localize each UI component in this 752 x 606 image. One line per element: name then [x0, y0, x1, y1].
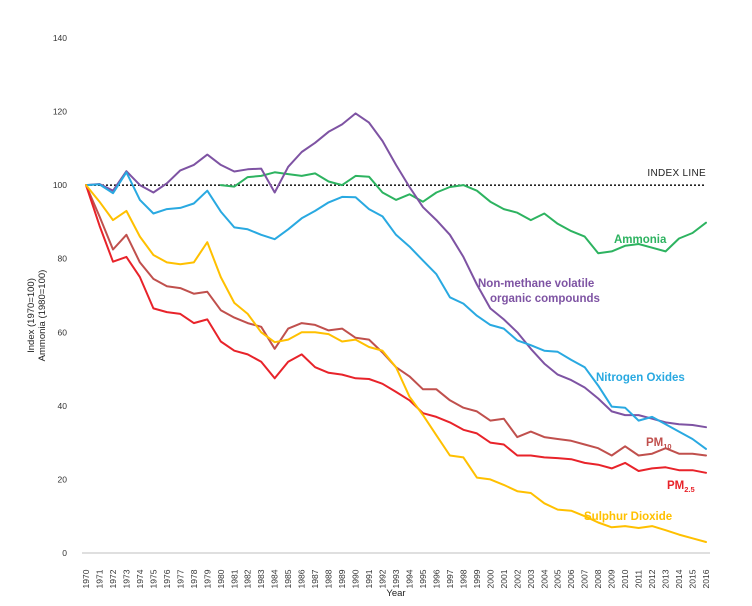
x-tick-label: 2003	[526, 569, 536, 588]
x-tick-label: 2012	[647, 569, 657, 588]
x-tick-label: 1972	[108, 569, 118, 588]
nitrogen-oxides-series-label: Nitrogen Oxides	[596, 372, 685, 384]
x-tick-label: 1982	[243, 569, 253, 588]
x-tick-label: 1979	[202, 569, 212, 588]
x-tick-label: 1985	[283, 569, 293, 588]
x-tick-label: 1990	[351, 569, 361, 588]
x-tick-label: 1997	[445, 569, 455, 588]
x-axis-ticks: 1970 1971 1972 1973 1974 1975 1976 1977 1978 1979…	[81, 569, 711, 588]
nmvoc-series-label: Non-methane volatile organic compounds	[478, 278, 600, 305]
x-tick-label: 2016	[701, 569, 711, 588]
nitrogen-oxides-series-line	[85, 171, 707, 450]
x-tick-label: 2010	[620, 569, 630, 588]
x-axis-title: Year	[386, 588, 405, 599]
x-tick-label: 2000	[485, 569, 495, 588]
x-tick-label: 1995	[418, 569, 428, 588]
ammonia-series-line	[219, 171, 707, 255]
y-axis-title-line-1: Index (1970=100)	[26, 278, 37, 353]
x-tick-label: 1980	[216, 569, 226, 588]
x-tick-label: 1987	[310, 569, 320, 588]
nmvoc-label-line-1: Non-methane volatile	[478, 278, 594, 290]
x-tick-label: 1991	[364, 569, 374, 588]
x-tick-label: 1981	[229, 569, 239, 588]
x-tick-label: 2001	[499, 569, 509, 588]
x-tick-label: 1978	[189, 569, 199, 588]
y-tick-label: 100	[53, 180, 67, 190]
x-tick-label: 2007	[580, 569, 590, 588]
x-tick-label: 2005	[553, 569, 563, 588]
x-tick-label: 1992	[378, 569, 388, 588]
nmvoc-label-line-2: organic compounds	[490, 293, 600, 305]
series-lines	[85, 112, 707, 543]
y-tick-label: 120	[53, 107, 67, 117]
x-tick-label: 1976	[162, 569, 172, 588]
x-tick-label: 1970	[81, 569, 91, 588]
y-tick-label: 0	[62, 548, 67, 558]
x-tick-label: 1983	[256, 569, 266, 588]
pm10-label-subscript: 10	[663, 442, 671, 451]
pm10-series-line	[85, 184, 707, 457]
x-tick-label: 1996	[431, 569, 441, 588]
x-tick-label: 1977	[175, 569, 185, 588]
x-tick-label: 2011	[634, 570, 644, 589]
non-methane-volatile-organic-compounds-series-line	[85, 112, 707, 429]
y-tick-label: 140	[53, 33, 67, 43]
x-tick-label: 1989	[337, 569, 347, 588]
x-tick-label: 1993	[391, 569, 401, 588]
x-tick-label: 1971	[94, 569, 104, 588]
y-tick-label: 60	[58, 327, 68, 337]
index-line-label: INDEX LINE	[647, 168, 706, 179]
x-tick-label: 1974	[135, 569, 145, 588]
x-tick-label: 2013	[661, 569, 671, 588]
x-tick-label: 2006	[566, 569, 576, 588]
pm2-5-series-line	[85, 184, 707, 474]
x-tick-label: 1999	[472, 569, 482, 588]
x-tick-label: 2009	[607, 569, 617, 588]
pm10-series-label: PM10	[646, 437, 672, 451]
x-tick-label: 1975	[148, 569, 158, 588]
x-tick-label: 2004	[539, 569, 549, 588]
ammonia-series-label: Ammonia	[614, 234, 667, 246]
x-tick-label: 2002	[512, 569, 522, 588]
x-tick-label: 1984	[270, 569, 280, 588]
y-tick-label: 20	[58, 474, 68, 484]
pm10-label-main: PM	[646, 437, 663, 449]
x-tick-label: 2015	[688, 569, 698, 588]
y-tick-label: 40	[58, 401, 68, 411]
pm25-label-subscript: 2.5	[684, 485, 694, 494]
y-axis-ticks: 0 20 40 60 80 100 120 140	[53, 33, 67, 558]
y-axis-title-line-2: Ammonia (1980=100)	[37, 270, 48, 362]
x-tick-label: 1986	[297, 569, 307, 588]
x-tick-label: 2014	[674, 569, 684, 588]
sulphur-dioxide-series-line	[85, 184, 707, 543]
x-tick-label: 1988	[324, 569, 334, 588]
x-tick-label: 1994	[404, 569, 414, 588]
pm25-series-label: PM2.5	[667, 480, 695, 494]
x-tick-label: 2008	[593, 569, 603, 588]
pm25-label-main: PM	[667, 480, 684, 492]
x-tick-label: 1973	[121, 569, 131, 588]
x-tick-label: 1998	[458, 569, 468, 588]
y-tick-label: 80	[58, 254, 68, 264]
sulphur-dioxide-series-label: Sulphur Dioxide	[584, 511, 672, 523]
